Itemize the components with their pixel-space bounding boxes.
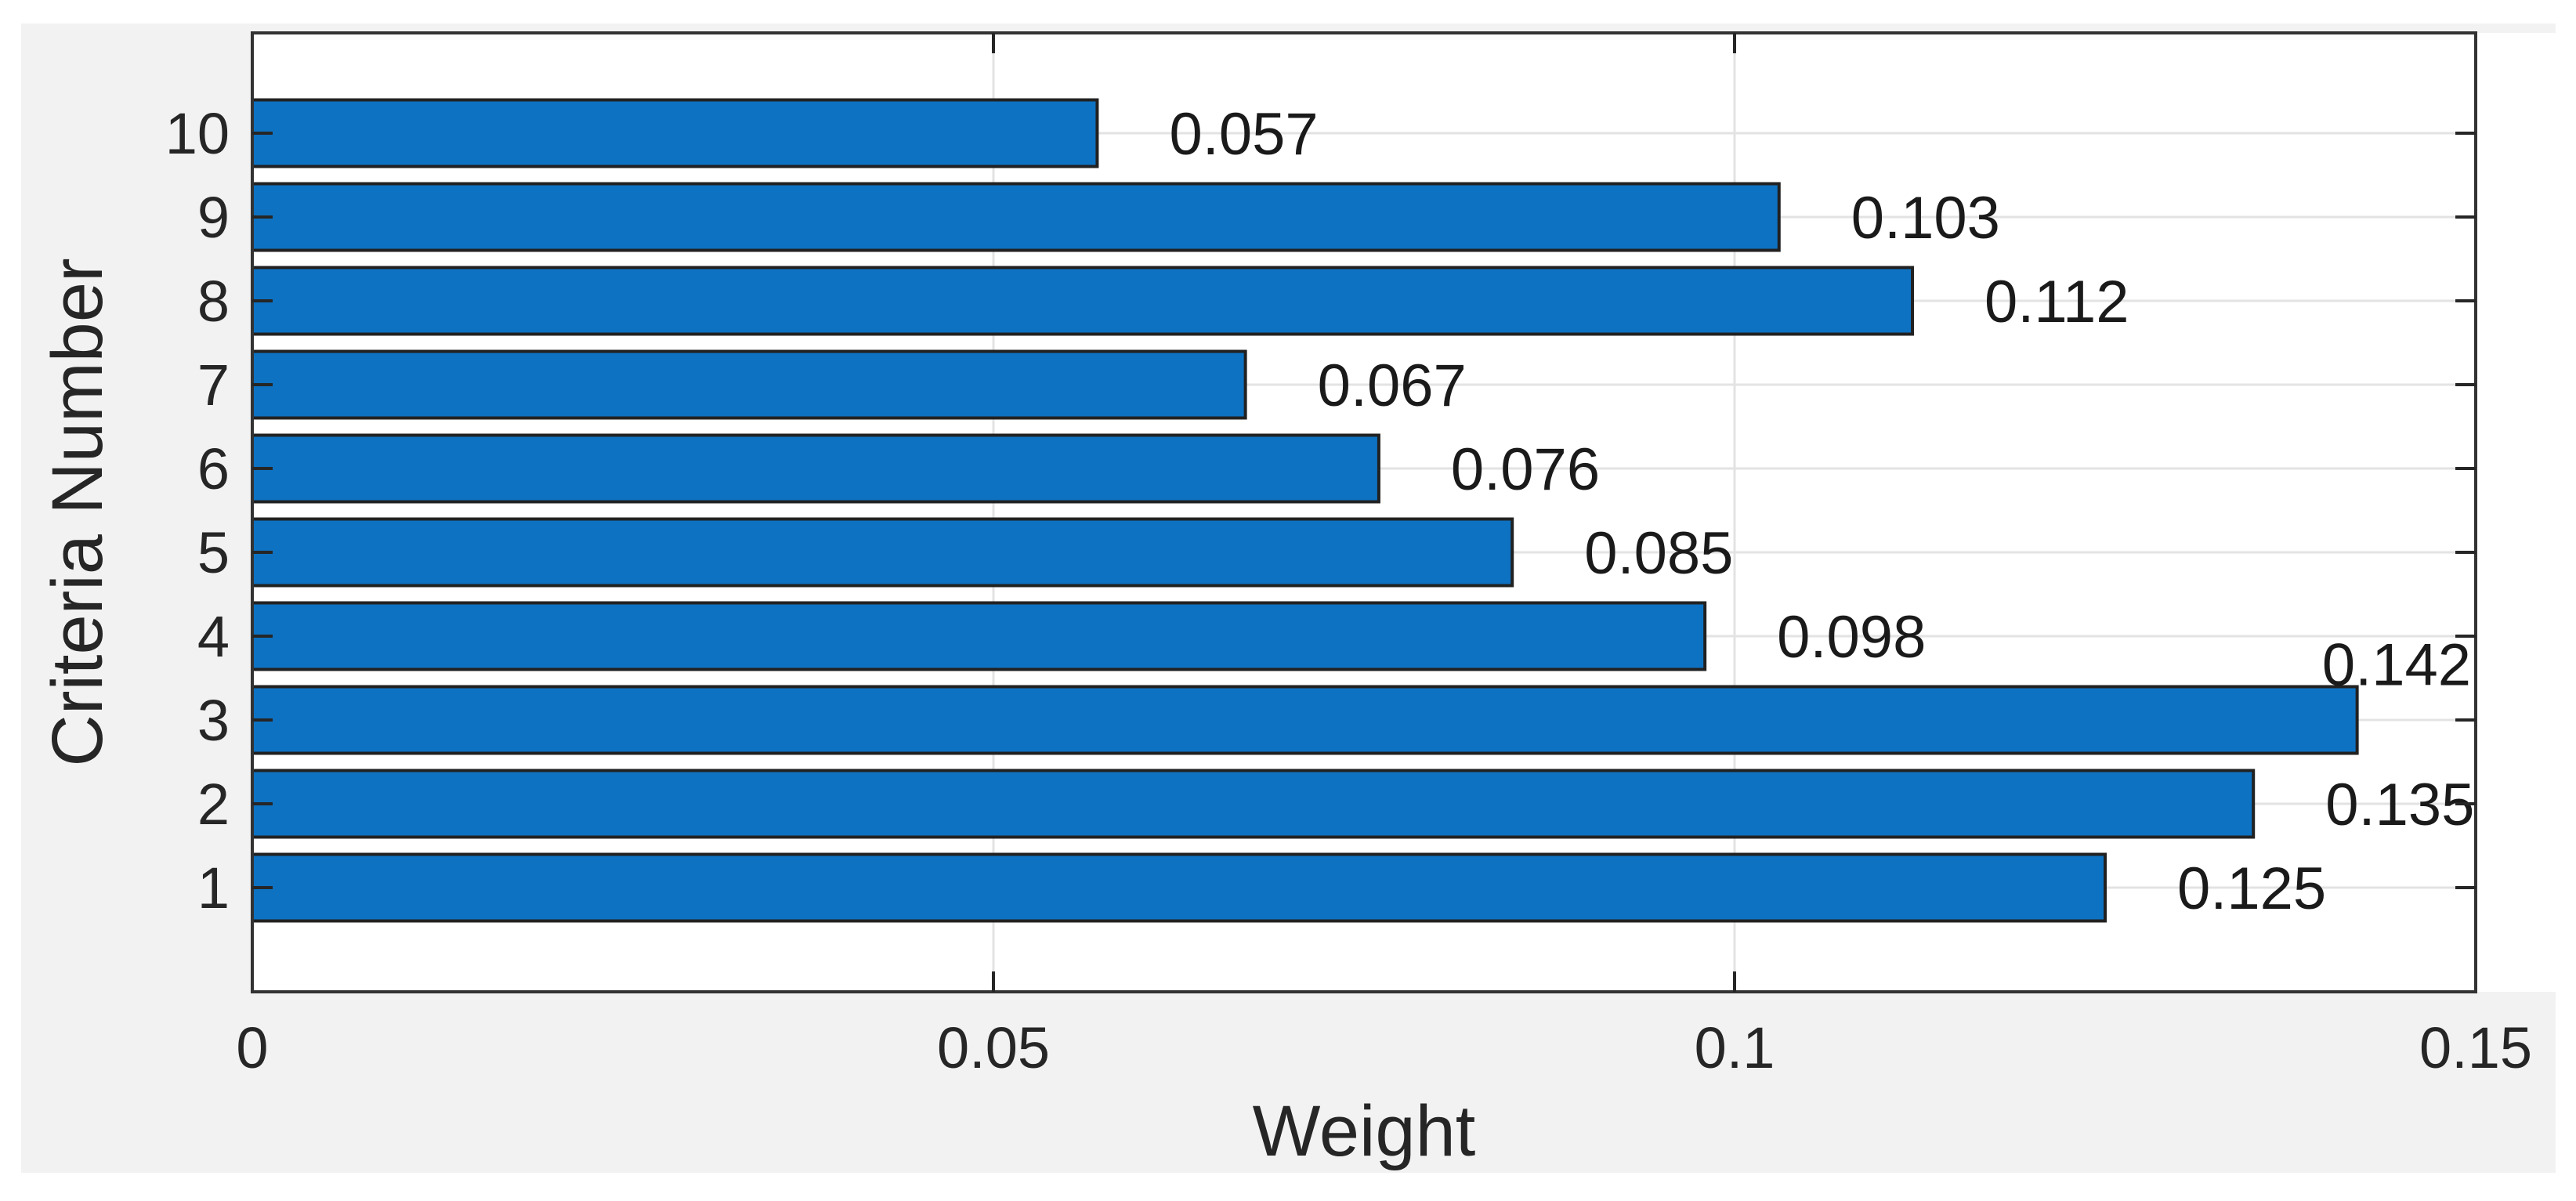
bar-value-label: 0.112 — [1984, 269, 2129, 335]
bar-value-label: 0.057 — [1169, 101, 1318, 168]
bar-value-label: 0.085 — [1584, 520, 1733, 587]
bar-value-label: 0.098 — [1777, 604, 1926, 671]
y-tick-label: 9 — [197, 185, 230, 250]
y-tick-label: 1 — [197, 856, 230, 921]
x-tick-label: 0.1 — [1695, 1015, 1775, 1080]
bar-value-label: 0.125 — [2177, 856, 2326, 922]
x-tick-labels: 0 0.05 0.1 0.15 — [236, 1015, 2532, 1080]
bar-criteria-6 — [251, 433, 1380, 504]
bar-value-label: 0.135 — [2325, 772, 2474, 838]
bar-value-label: 0.067 — [1318, 353, 1467, 419]
x-tick-label: 0 — [236, 1015, 268, 1080]
x-tick-label: 0.15 — [2419, 1015, 2532, 1080]
y-tick-label: 2 — [197, 772, 230, 837]
bar-value-label: 0.076 — [1451, 436, 1600, 503]
bar-criteria-10 — [251, 98, 1099, 168]
bars — [251, 98, 2359, 923]
y-tick-label: 8 — [197, 269, 230, 334]
bar-criteria-9 — [251, 182, 1781, 252]
bar-criteria-3 — [251, 685, 2359, 755]
y-axis-label: Criteria Number — [38, 258, 118, 766]
y-tick-label: 4 — [197, 604, 230, 669]
y-tick-label: 5 — [197, 520, 230, 585]
bar-criteria-4 — [251, 601, 1707, 671]
tick-marks — [252, 33, 2476, 992]
y-tick-labels: 1 2 3 4 5 6 7 8 9 10 — [165, 101, 230, 921]
y-tick-label: 10 — [165, 101, 230, 166]
bar-criteria-5 — [251, 517, 1514, 588]
bar-criteria-1 — [251, 852, 2107, 923]
plot-area — [252, 33, 2556, 992]
y-tick-label: 6 — [197, 436, 230, 501]
x-tick-label: 0.05 — [937, 1015, 1050, 1080]
bar-criteria-2 — [251, 769, 2256, 839]
x-axis-label: Weight — [1253, 1091, 1476, 1171]
bar-value-labels: 0.125 0.135 0.142 0.098 0.085 0.076 0.067 0.112… — [1169, 101, 2474, 922]
axes-box — [251, 31, 2477, 993]
bar-criteria-7 — [251, 349, 1247, 420]
y-tick-label: 3 — [197, 688, 230, 753]
bar-value-label: 0.103 — [1851, 185, 2000, 251]
bar-value-label: 0.142 — [2322, 632, 2471, 699]
y-tick-label: 7 — [197, 353, 230, 418]
bar-criteria-8 — [251, 266, 1915, 336]
